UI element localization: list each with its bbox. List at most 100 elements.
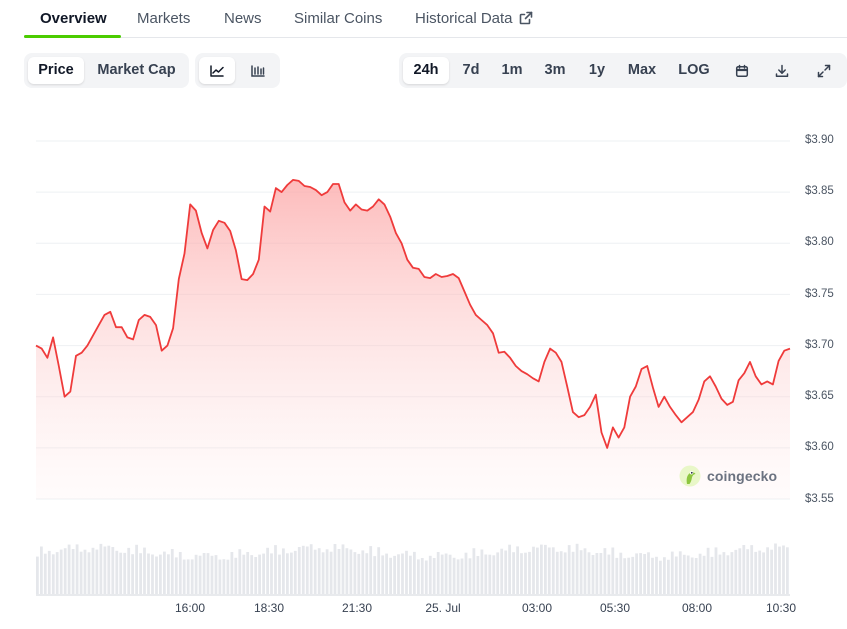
volume-bar	[710, 556, 714, 594]
tab-overview[interactable]: Overview	[40, 10, 107, 27]
volume-bar	[127, 547, 131, 594]
volume-bar	[290, 552, 293, 594]
volume-bar	[139, 553, 142, 594]
tab-news[interactable]: News	[224, 10, 262, 27]
volume-bar	[651, 557, 654, 594]
market-cap-toggle-button[interactable]: Market Cap	[97, 62, 176, 78]
volume-bar	[325, 549, 329, 594]
y-tick-label: $3.70	[805, 339, 834, 351]
volume-bar	[754, 551, 758, 594]
volume-bar	[599, 553, 603, 594]
volume-bar	[432, 558, 436, 594]
volume-bar	[738, 548, 742, 594]
volume-bar	[655, 556, 658, 594]
expand-icon	[817, 64, 831, 77]
volume-bar	[266, 547, 269, 594]
volume-bar	[786, 547, 789, 594]
chart-style-toggle	[195, 53, 280, 88]
volume-bar	[663, 557, 666, 594]
volume-bar	[714, 547, 718, 594]
volume-bar	[305, 546, 309, 594]
volume-bar	[214, 555, 218, 594]
volume-bar	[686, 555, 690, 594]
volume-bar	[587, 552, 591, 594]
volume-bar	[730, 552, 734, 594]
price-toggle-button[interactable]: Price	[28, 57, 84, 84]
volume-bar	[385, 553, 388, 594]
candlestick-button[interactable]	[239, 57, 276, 84]
tab-similar-coins[interactable]: Similar Coins	[294, 10, 383, 27]
volume-bar	[163, 551, 166, 594]
volume-bar	[250, 555, 254, 594]
volume-bar	[286, 553, 289, 594]
line-chart-button[interactable]	[199, 57, 235, 84]
metric-toggle: Price Market Cap	[24, 53, 189, 88]
volume-bar	[635, 553, 638, 594]
volume-bar	[198, 555, 202, 594]
volume-bar	[373, 556, 377, 594]
volume-bar	[488, 554, 492, 594]
range-24h-button[interactable]: 24h	[403, 57, 449, 84]
date-picker-button[interactable]	[725, 57, 759, 84]
time-range-selector: 24h 7d 1m 3m 1y Max LOG	[399, 53, 847, 88]
x-tick-label: 25. Jul	[425, 601, 461, 615]
volume-bar	[369, 546, 373, 594]
fullscreen-button[interactable]	[807, 57, 841, 84]
volume-bar	[448, 554, 452, 594]
range-1m-button[interactable]: 1m	[501, 62, 523, 78]
volume-bar	[389, 557, 392, 594]
volume-bar	[234, 557, 238, 594]
price-area-fill	[36, 179, 790, 499]
volume-bar	[476, 556, 480, 594]
volume-bar	[659, 560, 662, 594]
range-max-button[interactable]: Max	[627, 62, 657, 78]
volume-bar	[774, 543, 777, 594]
volume-bar	[746, 549, 750, 594]
volume-bar	[579, 550, 583, 594]
volume-bar	[702, 555, 706, 594]
range-3m-button[interactable]: 3m	[544, 62, 566, 78]
volume-bar	[270, 553, 273, 594]
volume-bar	[47, 550, 51, 594]
volume-bar	[377, 547, 381, 594]
x-tick-label: 03:00	[521, 601, 553, 615]
volume-bar	[75, 544, 79, 594]
volume-bar	[615, 557, 619, 594]
range-7d-button[interactable]: 7d	[462, 62, 480, 78]
volume-bar	[174, 557, 178, 594]
volume-bar	[456, 559, 460, 594]
volume-bar	[492, 555, 496, 594]
tab-markets[interactable]: Markets	[137, 10, 191, 27]
volume-bar	[36, 556, 39, 594]
volume-bar	[698, 553, 702, 594]
x-tick-label: 10:30	[765, 601, 797, 615]
volume-bar	[55, 552, 59, 594]
y-tick-label: $3.65	[805, 390, 834, 402]
log-scale-button[interactable]: LOG	[678, 62, 710, 78]
x-tick-label: 21:30	[341, 601, 373, 615]
volume-bar	[301, 545, 305, 594]
y-tick-label: $3.75	[805, 288, 834, 300]
volume-bar	[770, 549, 773, 594]
volume-bar	[528, 551, 531, 594]
volume-bar	[222, 559, 226, 594]
volume-bar	[79, 551, 83, 594]
volume-bar	[282, 548, 285, 594]
volume-bar	[111, 547, 115, 594]
tab-historical-data[interactable]: Historical Data	[415, 10, 533, 27]
volume-bar	[778, 546, 781, 594]
volume-bar	[309, 544, 313, 594]
price-line	[35, 179, 791, 449]
volume-bar	[722, 552, 726, 594]
volume-bar	[667, 559, 670, 594]
volume-bar	[159, 554, 162, 594]
volume-bar	[155, 556, 158, 594]
volume-bar	[504, 550, 508, 594]
volume-bar	[381, 555, 385, 594]
download-button[interactable]	[765, 57, 799, 84]
volume-bar	[591, 555, 595, 594]
range-1y-button[interactable]: 1y	[588, 62, 606, 78]
volume-bar	[559, 551, 563, 594]
x-tick-label: 05:30	[599, 601, 631, 615]
